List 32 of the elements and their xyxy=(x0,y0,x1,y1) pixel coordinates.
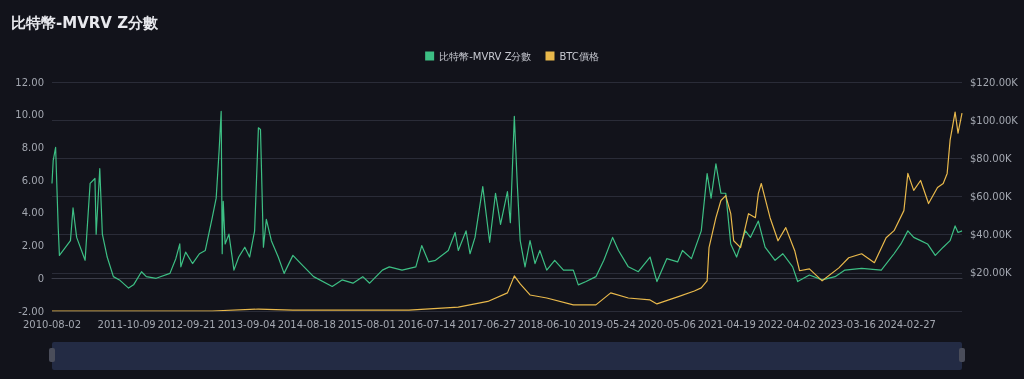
x-tick-label: 2010-08-02 xyxy=(22,318,82,330)
y-tick-label: 4.00 xyxy=(21,207,44,219)
x-tick-label: 2021-04-19 xyxy=(697,318,756,330)
y-tick-label: 0 xyxy=(37,272,44,284)
y2-tick-label: $80.00K xyxy=(970,152,1012,164)
x-tick-label: 2012-09-21 xyxy=(157,318,216,330)
y2-tick-label: $100.00K xyxy=(970,114,1019,126)
x-tick-label: 2016-07-14 xyxy=(397,318,456,330)
legend-label: BTC價格 xyxy=(559,50,599,62)
y2-tick-label: $40.00K xyxy=(970,229,1012,241)
x-tick-label: 2022-04-02 xyxy=(757,318,816,330)
y2-tick-label: $20.00K xyxy=(970,267,1012,279)
x-tick-label: 2018-06-10 xyxy=(517,318,576,330)
x-tick-label: 2017-06-27 xyxy=(457,318,516,330)
chart-title: 比特幣-MVRV Z分數 xyxy=(11,13,160,32)
x-tick-label: 2015-08-01 xyxy=(337,318,396,330)
x-tick-label: 2011-10-09 xyxy=(97,318,156,330)
x-tick-label: 2014-08-18 xyxy=(277,318,336,330)
y-tick-label: 12.00 xyxy=(15,76,44,88)
y-tick-label: 2.00 xyxy=(21,240,44,252)
y-tick-label: 8.00 xyxy=(21,141,44,153)
x-tick-label: 2024-02-27 xyxy=(877,318,936,330)
x-tick-label: 2020-05-06 xyxy=(637,318,696,330)
y-tick-label: 10.00 xyxy=(15,109,44,121)
y-tick-label: -2.00 xyxy=(18,305,44,317)
x-tick-label: 2013-09-04 xyxy=(217,318,276,330)
y2-tick-label: $120.00K xyxy=(970,76,1019,88)
x-tick-label: 2023-03-16 xyxy=(817,318,876,330)
legend-label: 比特幣-MVRV Z分數 xyxy=(439,50,532,62)
y2-tick-label: $60.00K xyxy=(970,191,1012,202)
y-tick-label: 6.00 xyxy=(21,174,44,186)
x-tick-label: 2019-05-24 xyxy=(577,318,636,330)
